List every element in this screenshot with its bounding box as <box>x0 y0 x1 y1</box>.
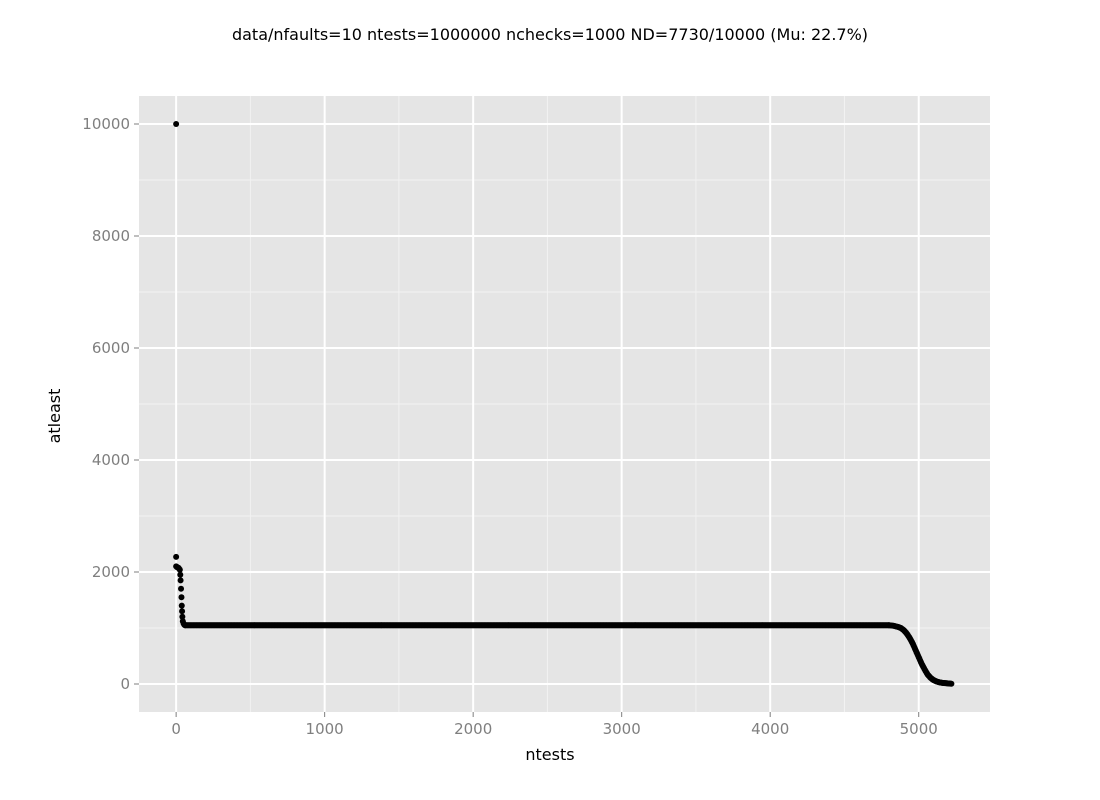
y-axis-title: atleast <box>45 389 64 444</box>
data-point <box>173 553 180 560</box>
data-point <box>178 585 185 592</box>
y-axis-ticks: 0 2000 4000 6000 8000 10000 <box>82 115 139 693</box>
x-axis-ticks: 0 1000 2000 3000 4000 5000 <box>171 712 938 738</box>
data-point <box>178 594 185 601</box>
data-point <box>179 608 186 615</box>
y-tick-label: 0 <box>120 675 130 693</box>
x-tick-label: 2000 <box>454 720 492 738</box>
data-point <box>173 121 180 127</box>
data-point <box>176 566 183 573</box>
chart-title: data/nfaults=10 ntests=1000000 nchecks=1… <box>232 25 868 44</box>
x-tick-label: 5000 <box>900 720 938 738</box>
x-tick-label: 0 <box>171 720 181 738</box>
x-tick-label: 1000 <box>306 720 344 738</box>
data-point <box>948 680 955 687</box>
y-tick-label: 8000 <box>92 227 130 245</box>
data-points <box>173 121 955 687</box>
y-tick-label: 6000 <box>92 339 130 357</box>
x-tick-label: 4000 <box>751 720 789 738</box>
data-point <box>177 577 184 584</box>
y-tick-label: 2000 <box>92 563 130 581</box>
y-tick-label: 10000 <box>82 115 130 133</box>
major-grid <box>139 96 990 712</box>
data-point <box>179 613 186 620</box>
y-tick-label: 4000 <box>92 451 130 469</box>
data-point <box>177 571 184 578</box>
data-point <box>178 602 185 609</box>
x-tick-label: 3000 <box>603 720 641 738</box>
x-axis-title: ntests <box>525 745 574 764</box>
